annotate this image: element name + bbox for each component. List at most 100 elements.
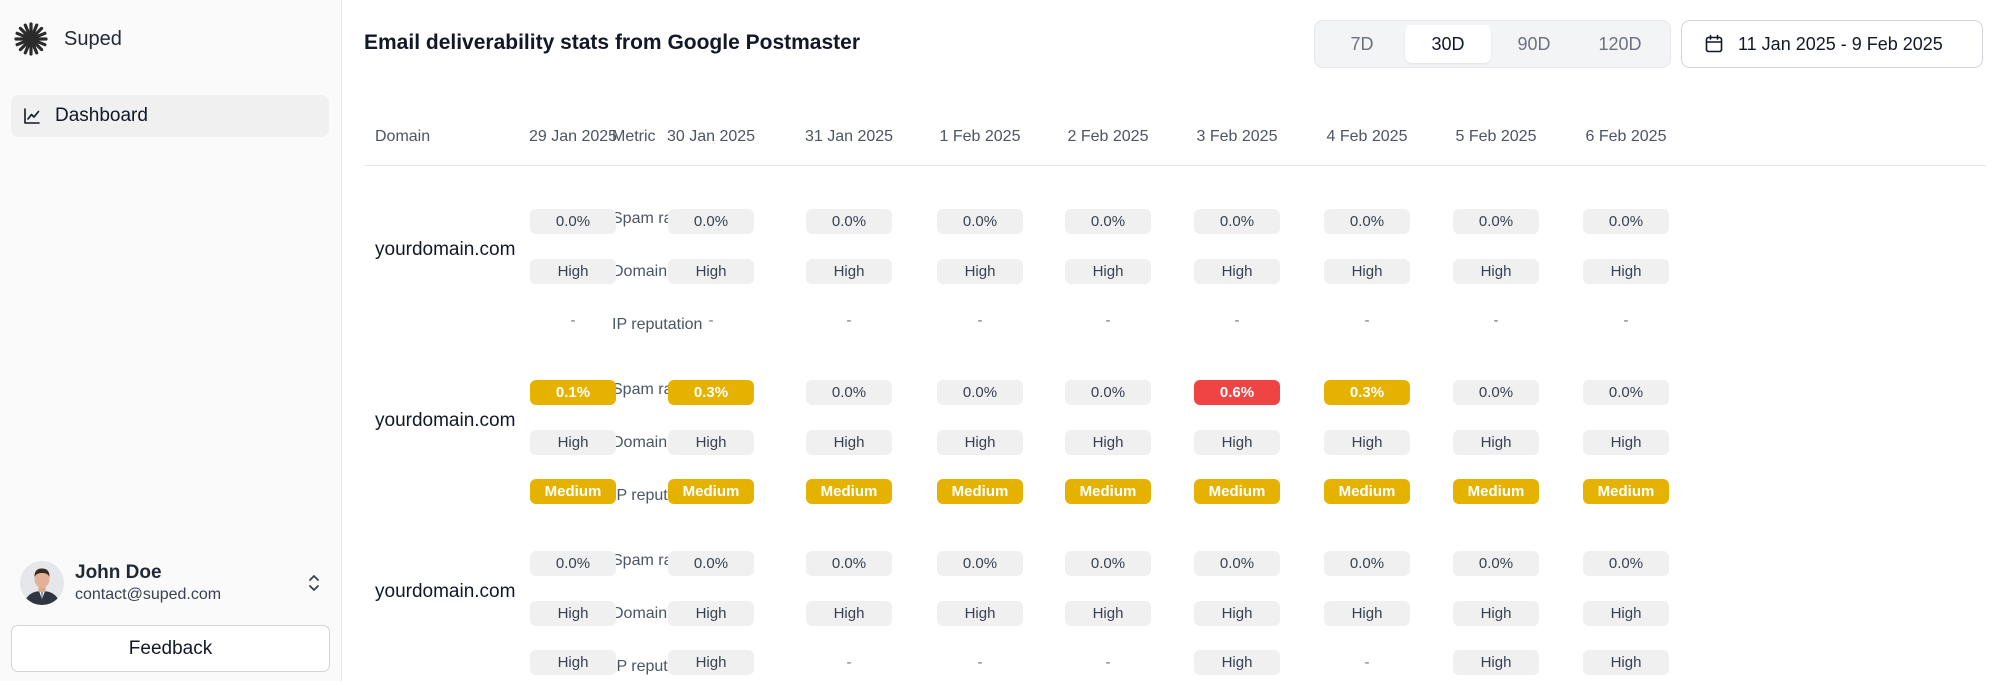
chevron-up-down-icon <box>309 575 319 591</box>
range-option-30d[interactable]: 30D <box>1405 25 1491 63</box>
metric-value-badge: 0.0% <box>668 209 754 234</box>
metric-value-badge: Medium <box>1583 479 1669 504</box>
metric-value-badge: 0.1% <box>530 380 616 405</box>
column-header-date: 6 Feb 2025 <box>1585 128 1667 145</box>
metric-value-badge: High <box>806 430 892 455</box>
metric-value-badge: 0.0% <box>1065 209 1151 234</box>
metric-value-badge: - <box>1493 312 1499 329</box>
metric-value-badge: Medium <box>668 479 754 504</box>
stats-table: Domain Metric 29 Jan 2025 30 Jan 2025 31 J… <box>364 112 1986 679</box>
range-option-120d[interactable]: 120D <box>1598 33 1642 54</box>
user-email: contact@suped.com <box>75 585 222 603</box>
metric-value-badge: - <box>1623 312 1629 329</box>
metric-value-badge: High <box>1065 259 1151 284</box>
metric-value-badge: 0.0% <box>530 209 616 234</box>
feedback-button[interactable]: Feedback <box>11 625 330 672</box>
metric-value-badge: 0.0% <box>937 380 1023 405</box>
date-range-label: 11 Jan 2025 - 9 Feb 2025 <box>1738 33 1943 54</box>
metric-value-badge: High <box>937 430 1023 455</box>
metric-value-badge: - <box>1105 654 1111 671</box>
column-header-date: 1 Feb 2025 <box>939 128 1021 145</box>
metric-value-badge: - <box>977 312 983 329</box>
metric-value-badge: Medium <box>1324 479 1410 504</box>
column-header-date: 29 Jan 2025 <box>528 128 618 145</box>
user-menu[interactable]: John Doe contact@suped.com <box>20 558 322 608</box>
metric-value-badge: 0.0% <box>1194 551 1280 576</box>
column-header-domain: Domain <box>375 128 431 145</box>
metric-value-badge: 0.0% <box>1583 380 1669 405</box>
metric-value-badge: High <box>1194 601 1280 626</box>
metric-value-badge: Medium <box>937 479 1023 504</box>
column-header-date: 4 Feb 2025 <box>1326 128 1408 145</box>
column-header-date: 30 Jan 2025 <box>666 128 756 145</box>
metric-value-badge: - <box>1364 654 1370 671</box>
metric-value-badge: - <box>1105 312 1111 329</box>
domain-name: yourdomain.com <box>375 410 516 431</box>
metric-value-badge: High <box>806 601 892 626</box>
metric-value-badge: High <box>1583 259 1669 284</box>
metric-value-badge: High <box>1194 430 1280 455</box>
metric-value-badge: 0.0% <box>530 551 616 576</box>
metric-value-badge: - <box>977 654 983 671</box>
metric-value-badge: 0.0% <box>1583 209 1669 234</box>
metric-value-badge: High <box>530 430 616 455</box>
avatar <box>20 561 64 605</box>
user-name: John Doe <box>75 561 162 583</box>
metric-value-badge: 0.0% <box>1065 380 1151 405</box>
metric-value-badge: High <box>1194 650 1280 675</box>
main-content: Email deliverability stats from Google P… <box>342 0 2000 681</box>
metric-label: Spam rate <box>612 210 686 227</box>
metric-value-badge: 0.0% <box>1453 380 1539 405</box>
metric-value-badge: 0.0% <box>1453 551 1539 576</box>
metric-value-badge: Medium <box>1453 479 1539 504</box>
metric-value-badge: High <box>1065 601 1151 626</box>
metric-value-badge: 0.0% <box>1324 551 1410 576</box>
metric-value-badge: High <box>668 430 754 455</box>
metric-value-badge: High <box>1194 259 1280 284</box>
table-body: yourdomain.com Spam rate 0.0% 0.0% 0.0% 0.0% 0… <box>364 166 1986 679</box>
date-range-picker[interactable]: 11 Jan 2025 - 9 Feb 2025 <box>1681 20 1983 68</box>
metric-value-badge: - <box>570 312 576 329</box>
domain-name: yourdomain.com <box>375 581 516 602</box>
metric-value-badge: 0.3% <box>668 380 754 405</box>
calendar-icon <box>1705 34 1723 53</box>
metric-value-badge: High <box>530 601 616 626</box>
metric-value-badge: High <box>1583 650 1669 675</box>
metric-value-badge: - <box>1234 312 1240 329</box>
metric-value-badge: 0.0% <box>1065 551 1151 576</box>
range-option-7d[interactable]: 7D <box>1350 33 1374 54</box>
metric-value-badge: High <box>1453 259 1539 284</box>
metric-value-badge: 0.0% <box>806 209 892 234</box>
page-title: Email deliverability stats from Google P… <box>364 31 860 54</box>
metric-value-badge: Medium <box>1065 479 1151 504</box>
table-header: Domain Metric 29 Jan 2025 30 Jan 2025 31 J… <box>364 112 1986 166</box>
range-option-90d[interactable]: 90D <box>1517 33 1551 54</box>
metric-value-badge: High <box>1453 601 1539 626</box>
metric-value-badge: 0.0% <box>1453 209 1539 234</box>
metric-value-badge: 0.3% <box>1324 380 1410 405</box>
metric-value-badge: High <box>1324 430 1410 455</box>
range-selector: 7D 30D 90D 120D <box>1314 20 1671 68</box>
metric-value-badge: 0.0% <box>1583 551 1669 576</box>
metric-value-badge: - <box>846 654 852 671</box>
domain-name: yourdomain.com <box>375 239 516 260</box>
domain-group: yourdomain.com Spam rate 0.1% 0.3% 0.0% 0.0% 0… <box>364 337 1986 508</box>
brand[interactable]: Suped <box>14 22 122 56</box>
brand-name: Suped <box>64 27 122 50</box>
metric-value-badge: High <box>668 259 754 284</box>
metric-value-badge: Medium <box>806 479 892 504</box>
metric-label: IP reputation <box>612 316 703 333</box>
metric-value-badge: - <box>708 312 714 329</box>
metric-value-badge: 0.0% <box>806 551 892 576</box>
column-header-date: 31 Jan 2025 <box>804 128 894 145</box>
column-header-date: 2 Feb 2025 <box>1067 128 1149 145</box>
metric-value-badge: 0.0% <box>937 551 1023 576</box>
sidebar: Suped Dashboard John Doe contact@suped.c <box>0 0 342 681</box>
metric-value-badge: 0.0% <box>937 209 1023 234</box>
column-header-date: 5 Feb 2025 <box>1455 128 1537 145</box>
metric-value-badge: High <box>1583 601 1669 626</box>
sidebar-item-dashboard[interactable]: Dashboard <box>11 95 329 137</box>
metric-value-badge: High <box>1453 650 1539 675</box>
metric-value-badge: High <box>1583 430 1669 455</box>
metric-value-badge: High <box>1324 601 1410 626</box>
